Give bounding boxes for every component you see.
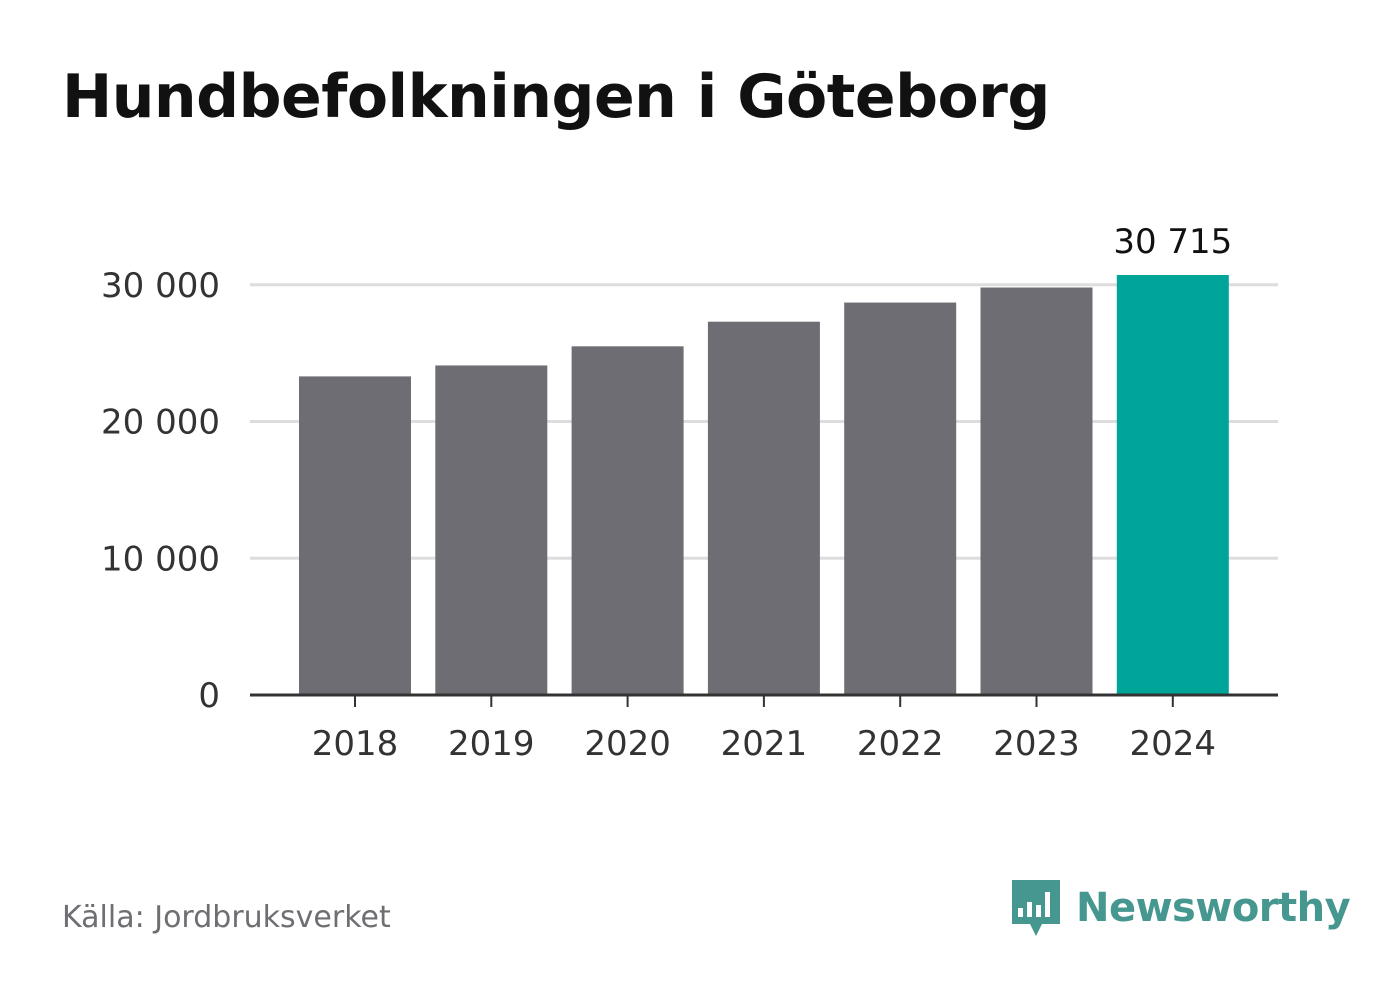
x-tick-label: 2024 [1130,724,1217,764]
y-tick-label: 20 000 [101,403,220,443]
source-note: Källa: Jordbruksverket [62,900,391,935]
x-tick-label: 2018 [312,724,399,764]
data-label: 30 715 [1113,222,1232,262]
bar-2024 [1116,275,1229,695]
x-tick-label: 2023 [993,724,1080,764]
bar-2019 [435,365,548,695]
x-tick-label: 2021 [721,724,808,764]
x-axis [250,693,1278,707]
bar-chart: 0 10 000 20 000 30 000 2018 2019 2020 2021 2022… [101,222,1278,764]
y-tick-label: 30 000 [101,266,220,306]
x-axis-tick-labels: 2018 2019 2020 2021 2022 2023 2024 [312,724,1216,764]
x-tick-label: 2020 [584,724,671,764]
chart-title: Hundbefolkningen i Göteborg [62,62,1050,132]
data-labels: 30 715 [1113,222,1232,262]
y-tick-label: 0 [198,676,220,716]
y-axis-tick-labels: 0 10 000 20 000 30 000 [101,266,220,716]
bar-2020 [571,346,684,695]
bar-2022 [844,302,957,695]
newsworthy-logo: Newsworthy [1010,878,1351,938]
bar-chart-speech-bubble-icon [1012,880,1060,936]
bar-2023 [980,287,1093,695]
x-tick-label: 2019 [448,724,535,764]
logo-text: Newsworthy [1076,885,1351,931]
bar-2021 [707,321,820,695]
x-tick-label: 2022 [857,724,944,764]
bars [299,275,1229,695]
bar-2018 [299,376,411,695]
y-tick-label: 10 000 [101,539,220,579]
